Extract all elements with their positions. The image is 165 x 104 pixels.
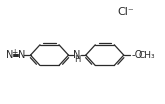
Text: Cl⁻: Cl⁻ [117, 7, 134, 17]
Text: N: N [18, 50, 25, 60]
Text: CH₃: CH₃ [138, 51, 155, 60]
Text: +: + [11, 48, 17, 57]
Text: H: H [74, 55, 80, 64]
Text: N: N [6, 50, 14, 60]
Text: N: N [73, 50, 81, 60]
Text: -O: -O [131, 50, 143, 60]
